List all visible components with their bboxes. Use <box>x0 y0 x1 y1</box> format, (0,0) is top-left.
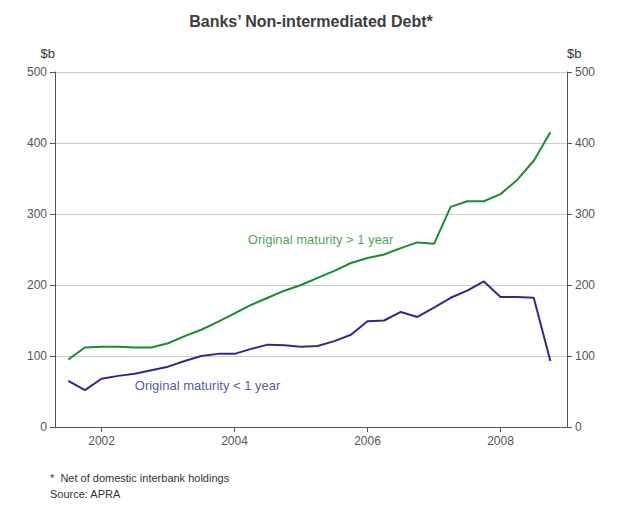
svg-text:$b: $b <box>567 46 581 61</box>
svg-text:500: 500 <box>27 65 47 79</box>
svg-text:200: 200 <box>575 278 595 292</box>
svg-text:2004: 2004 <box>221 434 248 448</box>
svg-text:$b: $b <box>41 46 55 61</box>
svg-text:2008: 2008 <box>487 434 514 448</box>
svg-text:0: 0 <box>575 420 582 434</box>
svg-text:400: 400 <box>27 136 47 150</box>
svg-text:Original maturity < 1 year: Original maturity < 1 year <box>135 378 281 393</box>
svg-text:100: 100 <box>27 349 47 363</box>
svg-text:300: 300 <box>575 207 595 221</box>
svg-text:* Net of domestic interbank h: * Net of domestic interbank holdings <box>50 472 230 484</box>
svg-text:100: 100 <box>575 349 595 363</box>
svg-text:Source: APRA: Source: APRA <box>50 488 121 500</box>
svg-text:2002: 2002 <box>88 434 115 448</box>
svg-text:300: 300 <box>27 207 47 221</box>
svg-text:2006: 2006 <box>354 434 381 448</box>
svg-text:400: 400 <box>575 136 595 150</box>
svg-text:0: 0 <box>40 420 47 434</box>
svg-text:500: 500 <box>575 65 595 79</box>
svg-text:Original maturity > 1 year: Original maturity > 1 year <box>248 232 394 247</box>
svg-text:Banks’ Non-intermediated Debt*: Banks’ Non-intermediated Debt* <box>189 13 433 30</box>
svg-text:200: 200 <box>27 278 47 292</box>
